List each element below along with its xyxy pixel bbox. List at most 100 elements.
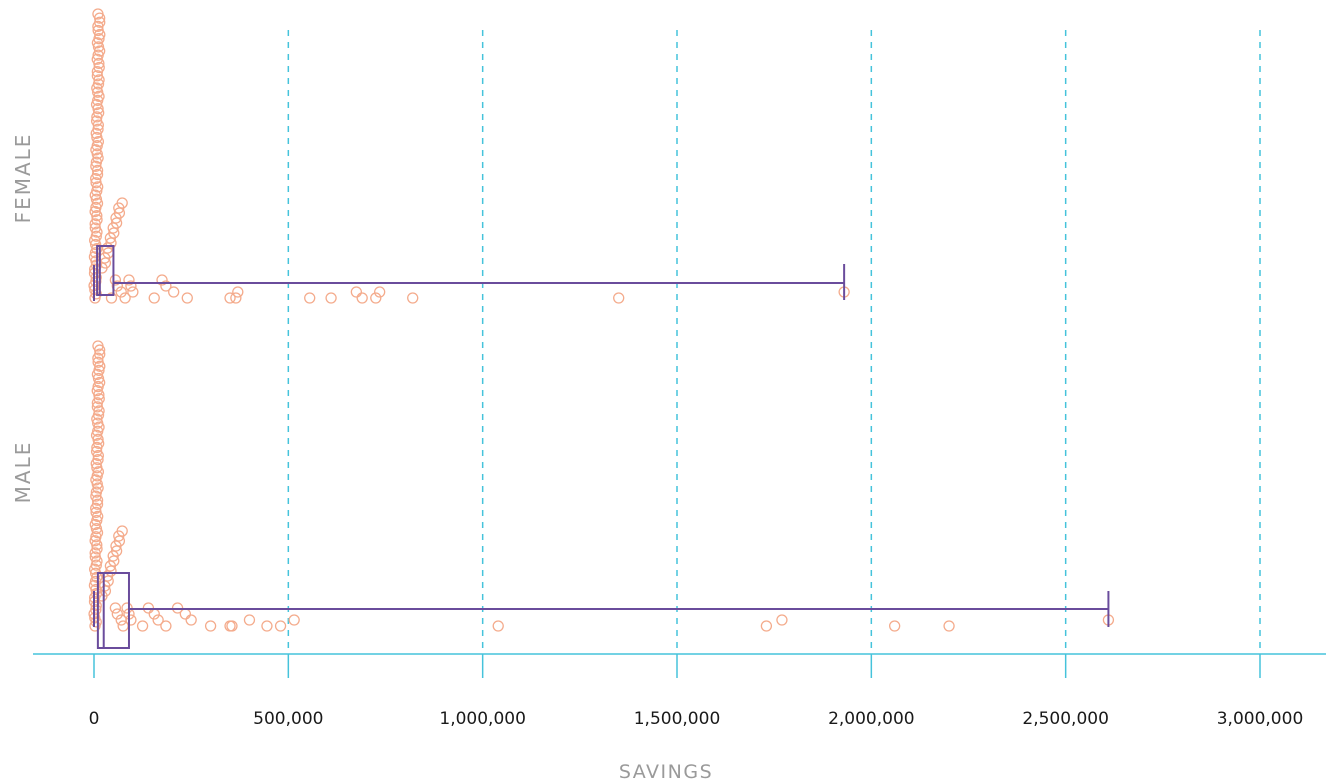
box-iqr: [96, 245, 115, 296]
data-point: [99, 585, 112, 597]
outlier-point: [350, 286, 363, 298]
data-point: [91, 131, 103, 144]
data-point: [93, 437, 105, 450]
data-point: [90, 490, 102, 502]
data-point: [94, 16, 106, 28]
outlier-point: [356, 292, 368, 304]
data-point: [92, 409, 105, 421]
x-tick-label: 1,000,000: [439, 709, 526, 729]
outlier-point: [160, 280, 172, 292]
outlier-point: [224, 620, 236, 632]
outlier-point: [111, 280, 123, 292]
outlier-point: [160, 620, 172, 632]
outlier-point: [230, 292, 242, 304]
data-point: [92, 356, 104, 368]
outlier-point: [148, 292, 160, 304]
outlier-point: [111, 608, 123, 620]
data-point: [90, 230, 102, 242]
outlier-point: [109, 274, 122, 286]
outlier-point: [943, 620, 955, 632]
data-point: [91, 185, 103, 197]
data-point: [92, 340, 104, 352]
data-point: [89, 238, 102, 251]
data-point: [92, 123, 104, 135]
data-point: [89, 535, 101, 547]
data-point: [93, 33, 105, 45]
data-point: [93, 61, 105, 74]
outlier-point: [168, 286, 180, 298]
data-point: [94, 348, 106, 360]
data-point: [116, 525, 128, 537]
outlier-point: [204, 620, 217, 632]
data-point: [90, 604, 102, 616]
outlier-point: [127, 286, 139, 298]
outlier-point: [374, 286, 386, 298]
x-tick-label: 2,000,000: [828, 709, 915, 729]
outlier-point: [407, 292, 419, 304]
data-point: [90, 115, 103, 127]
x-tick-label: 3,000,000: [1217, 709, 1304, 729]
data-point: [113, 207, 126, 219]
data-points: [88, 8, 1115, 632]
data-point: [92, 78, 105, 90]
data-point: [110, 217, 123, 229]
data-point: [92, 482, 104, 494]
data-point: [91, 197, 104, 209]
data-point: [91, 543, 103, 555]
data-point: [92, 41, 105, 53]
data-point: [90, 160, 102, 172]
data-point: [90, 177, 102, 189]
data-point: [91, 384, 103, 397]
data-point: [108, 555, 120, 567]
data-point: [89, 222, 101, 234]
outlier-point: [136, 620, 149, 632]
data-point: [92, 8, 104, 20]
group-label: MALE: [11, 441, 35, 504]
data-point: [91, 498, 104, 510]
data-point: [90, 445, 103, 458]
outlier-point: [152, 614, 164, 626]
group-labels: FEMALE MALE: [11, 133, 35, 504]
data-point: [91, 70, 104, 82]
x-tick-label: 2,500,000: [1022, 709, 1109, 729]
data-point: [93, 107, 105, 119]
x-axis-title: SAVINGS: [619, 761, 713, 783]
outlier-point: [115, 614, 127, 626]
data-point: [91, 401, 104, 413]
data-point: [90, 506, 102, 519]
data-point: [91, 462, 103, 474]
group-label: FEMALE: [11, 133, 35, 224]
data-point: [108, 227, 120, 239]
outlier-point: [288, 614, 300, 626]
data-point: [89, 205, 101, 218]
data-point: [89, 551, 101, 563]
data-point: [105, 237, 117, 249]
data-point: [90, 559, 102, 571]
outlier-point: [889, 620, 901, 632]
outlier-point: [125, 280, 137, 292]
data-point: [92, 417, 104, 429]
outlier-point: [492, 620, 504, 632]
data-point: [92, 24, 104, 37]
grid-lines: [287, 30, 1261, 654]
data-point: [116, 197, 128, 209]
outlier-point: [115, 286, 127, 298]
box-plots: [93, 245, 1110, 649]
x-tick-label: 1,500,000: [634, 709, 721, 729]
outlier-point: [119, 292, 131, 304]
data-point: [93, 364, 105, 376]
x-axis: [33, 653, 1326, 678]
x-tick-labels: 0 500,000 1,000,000 1,500,000 2,000,000 2,500…: [89, 709, 1304, 729]
outlier-point: [117, 620, 129, 632]
outlier-point: [760, 620, 773, 632]
outlier-point: [181, 292, 193, 304]
data-point: [91, 214, 103, 226]
outlier-point: [325, 292, 337, 304]
data-point: [92, 86, 104, 98]
outlier-point: [613, 292, 625, 304]
box-iqr: [96, 572, 130, 649]
outlier-point: [105, 292, 118, 304]
x-tick-label: 500,000: [253, 709, 323, 729]
data-point: [91, 53, 103, 65]
